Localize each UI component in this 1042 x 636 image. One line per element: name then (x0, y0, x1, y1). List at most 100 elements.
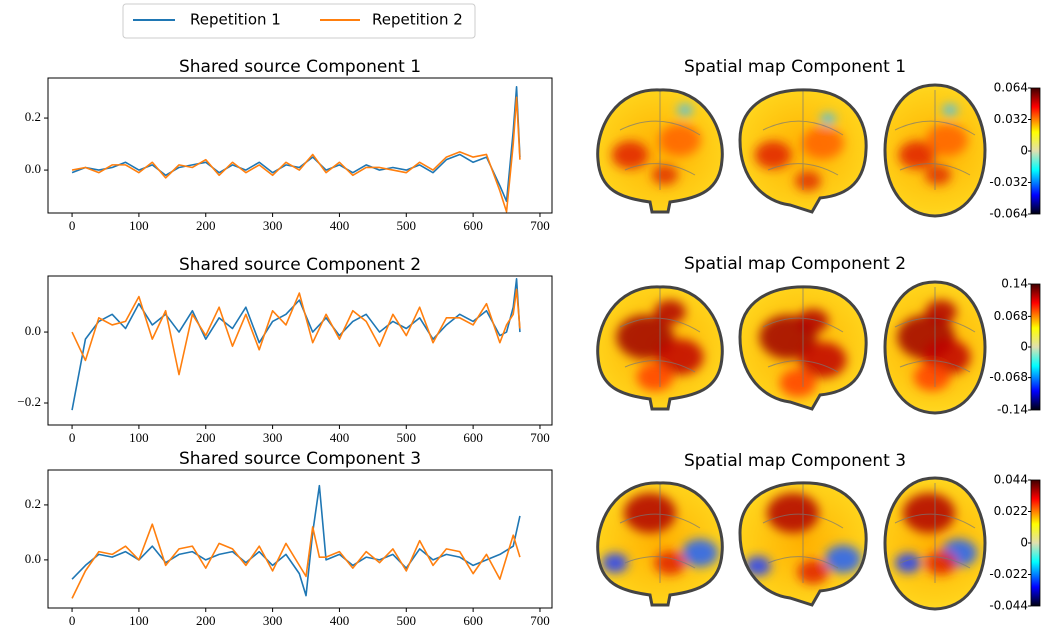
sulcus (619, 483, 701, 583)
sulcus (762, 90, 844, 190)
series-line (71, 288, 521, 376)
x-tick-label: 500 (397, 218, 417, 233)
brain-fill (740, 89, 867, 212)
sulcus (762, 287, 844, 387)
brain-outline (883, 83, 987, 218)
x-tick-label: 700 (530, 218, 550, 233)
x-tick-label: 700 (530, 613, 550, 628)
y-tick-label: 0.0 (25, 161, 41, 176)
colorbar-tick-label: 0.044 (994, 473, 1028, 487)
sulcus (619, 90, 701, 190)
legend-label: Repetition 2 (372, 11, 463, 29)
x-tick-label: 300 (263, 613, 283, 628)
blob (913, 363, 951, 391)
blob (611, 141, 649, 169)
colorbar-tick-label: -0.032 (989, 175, 1028, 189)
brain-fill (885, 282, 985, 413)
x-tick-label: 300 (263, 218, 283, 233)
blob (654, 300, 686, 324)
blobs (611, 104, 701, 185)
colorbar (1030, 87, 1041, 215)
blob (824, 545, 862, 573)
brain-fill (885, 85, 985, 216)
blob (602, 553, 628, 573)
sulcus (894, 287, 976, 387)
colorbar-tick-label: -0.044 (989, 599, 1028, 613)
blob (745, 556, 771, 576)
x-tick-label: 100 (129, 613, 149, 628)
axes-frame (47, 275, 553, 426)
series-line (71, 278, 521, 411)
colorbar-tick-label: 0 (1020, 144, 1028, 158)
x-tick-label: 300 (263, 430, 283, 445)
sulcus (894, 90, 976, 190)
blob (797, 309, 829, 333)
legend-box (122, 3, 476, 39)
brain-outline (738, 88, 868, 214)
blob (797, 560, 829, 584)
series-line (71, 523, 521, 599)
colorbar-tick-label: 0.032 (994, 112, 1028, 126)
x-tick-label: 600 (463, 218, 483, 233)
axes-frame (47, 469, 553, 609)
colorbar-tick-label: -0.064 (989, 207, 1028, 221)
colorbar (1030, 479, 1041, 607)
blob (656, 339, 704, 375)
blob (802, 127, 844, 159)
brain-fill (740, 286, 867, 409)
brain-outline (738, 285, 868, 411)
colorbar-tick-label: -0.14 (997, 403, 1028, 417)
brain-fill (597, 482, 723, 605)
brain-outline (596, 285, 724, 411)
axes-frame (47, 77, 553, 214)
chart-title: Shared source Component 3 (179, 449, 421, 469)
legend-label: Repetition 1 (190, 11, 281, 29)
blob (654, 551, 686, 575)
blob (898, 141, 936, 169)
chart-title: Shared source Component 2 (179, 255, 421, 275)
x-tick-label: 200 (196, 613, 216, 628)
brain-fill (597, 89, 723, 212)
series-line (71, 86, 521, 203)
colorbar-tick-label: 0 (1020, 340, 1028, 354)
blob (903, 493, 955, 533)
blob (799, 342, 847, 378)
blob (659, 124, 701, 156)
x-tick-label: 400 (330, 613, 350, 628)
blob (636, 363, 674, 391)
blob (942, 104, 958, 116)
colorbar-tick-label: -0.068 (989, 370, 1028, 384)
x-tick-label: 500 (397, 430, 417, 445)
line-chart: Shared source Component 1 0 100 200 300 400 50… (25, 57, 553, 233)
brain-map: Spatial map Component 1 0.064 0.032 0 -0.032… (596, 57, 1041, 221)
colorbar-tick-label: 0.14 (1001, 277, 1028, 291)
blobs (616, 300, 704, 391)
blob (624, 493, 676, 533)
x-tick-label: 200 (196, 430, 216, 445)
y-tick-label: 0.0 (25, 551, 41, 566)
blob (926, 124, 968, 156)
colorbar-tick-label: -0.022 (989, 567, 1028, 581)
series-line (71, 96, 521, 213)
brain-map: Spatial map Component 2 0.14 0.068 0 -0.068 -… (596, 254, 1041, 417)
brain-outline (738, 481, 868, 607)
x-tick-label: 600 (463, 430, 483, 445)
blob (925, 300, 957, 324)
blob (681, 539, 719, 567)
blob (795, 171, 821, 191)
blob (895, 553, 921, 573)
blob (767, 493, 819, 533)
sulcus (894, 483, 976, 583)
colorbar-tick-label: 0.068 (994, 309, 1028, 323)
series-line (71, 484, 521, 597)
map-title: Spatial map Component 3 (684, 451, 906, 471)
colorbar (1030, 283, 1041, 411)
brain-fill (740, 482, 867, 605)
blob (616, 315, 674, 359)
x-tick-label: 400 (330, 218, 350, 233)
brain-outline (596, 481, 724, 607)
x-tick-label: 600 (463, 613, 483, 628)
colorbar-tick-label: 0 (1020, 536, 1028, 550)
brain-map: Spatial map Component 3 0.044 0.022 0 -0.022… (596, 451, 1041, 613)
